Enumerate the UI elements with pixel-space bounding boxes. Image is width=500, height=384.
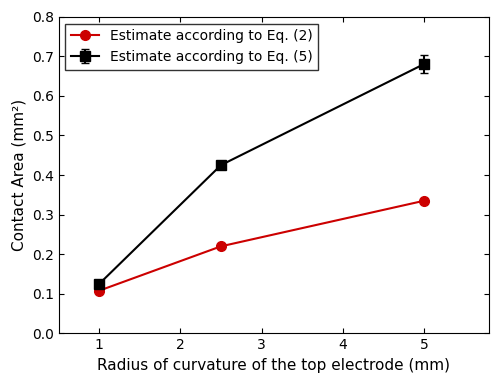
X-axis label: Radius of curvature of the top electrode (mm): Radius of curvature of the top electrode… <box>97 358 450 373</box>
Y-axis label: Contact Area (mm²): Contact Area (mm²) <box>11 99 26 251</box>
Estimate according to Eq. (2) <box>421 199 427 203</box>
Legend: Estimate according to Eq. (2), Estimate according to Eq. (5): Estimate according to Eq. (2), Estimate … <box>66 23 318 70</box>
Estimate according to Eq. (2) <box>96 288 102 293</box>
Line: Estimate according to Eq. (2): Estimate according to Eq. (2) <box>94 196 429 296</box>
Estimate according to Eq. (2) <box>218 244 224 248</box>
